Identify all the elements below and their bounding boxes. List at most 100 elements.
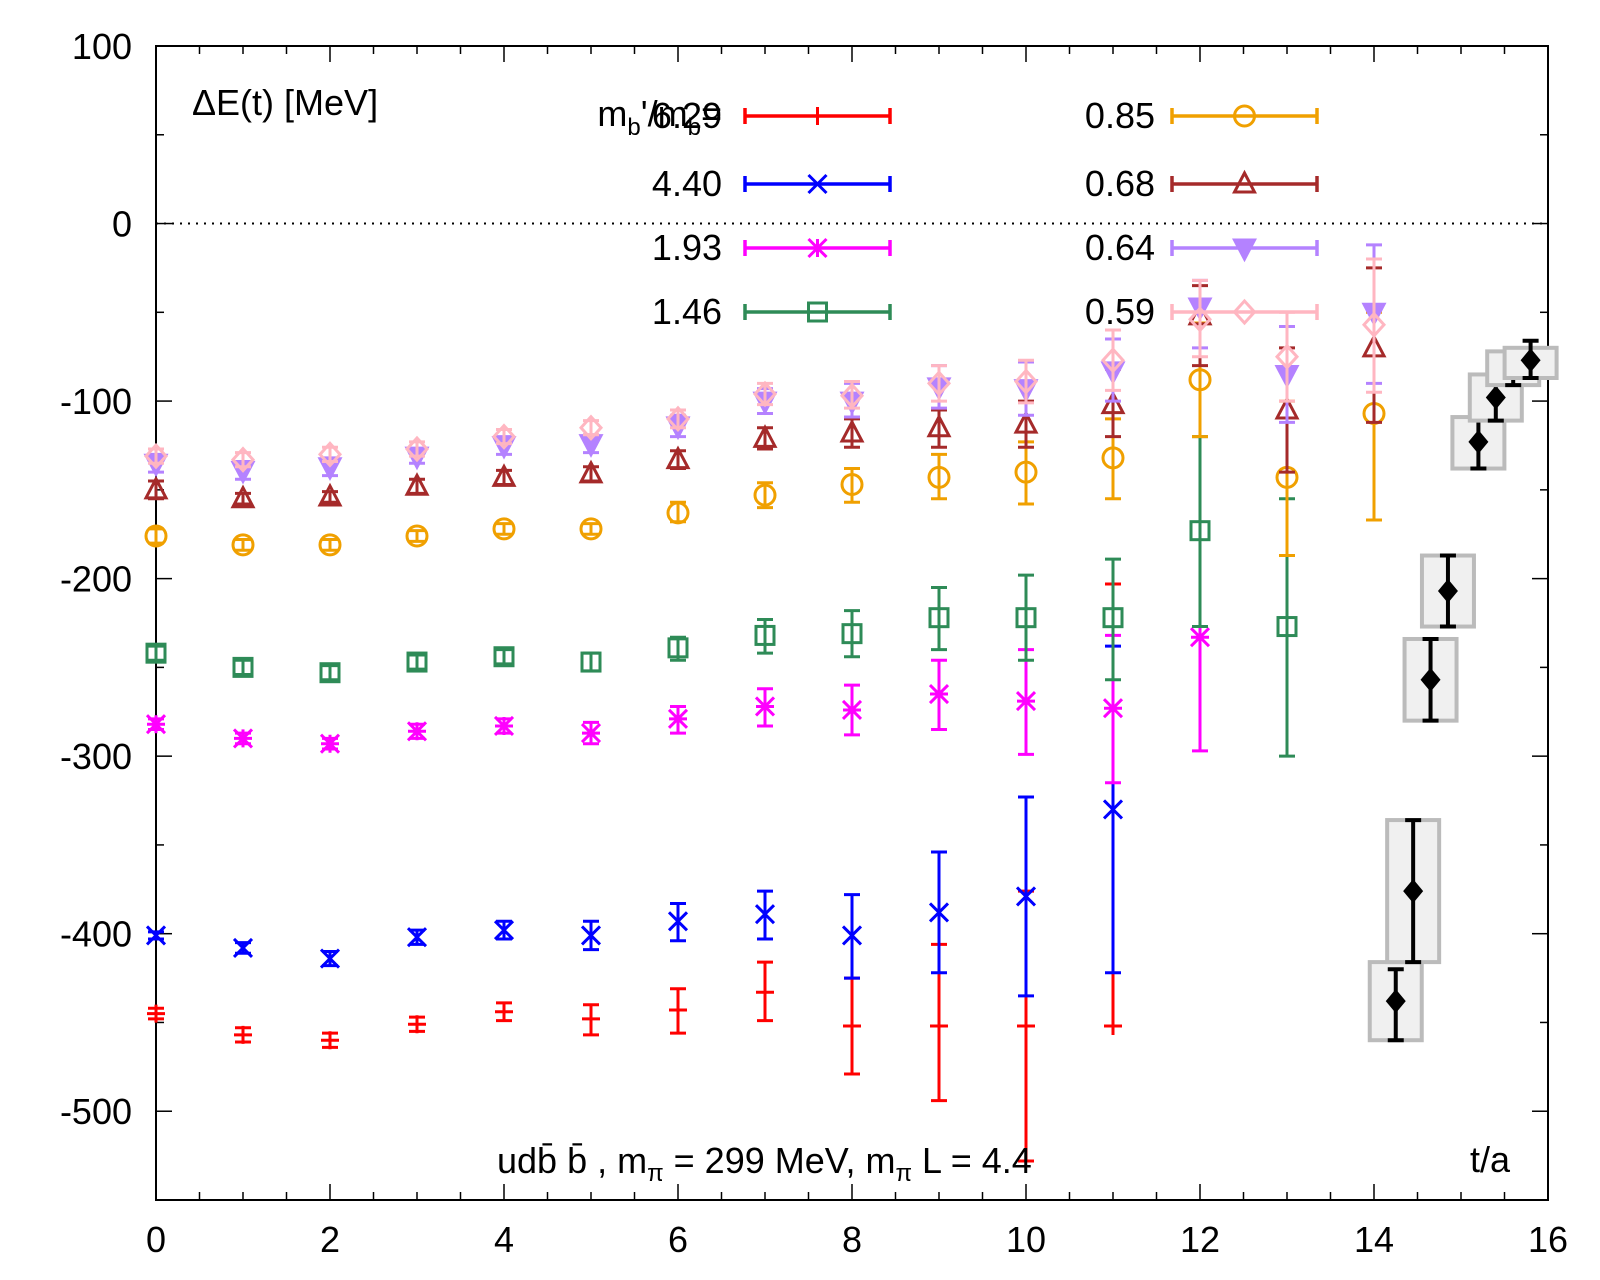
data-point <box>1361 257 1387 394</box>
marker-shape <box>1232 169 1257 194</box>
marker-x <box>580 925 602 946</box>
marker-shape <box>578 414 604 441</box>
data-point <box>143 475 169 501</box>
marker-open-diamond <box>578 414 604 441</box>
series-0-59 <box>143 257 1387 473</box>
data-point <box>145 925 167 946</box>
marker-shape <box>927 465 951 489</box>
marker-shape <box>1188 368 1212 392</box>
x-tick-label: 6 <box>668 1219 688 1260</box>
data-point <box>1187 278 1213 359</box>
y-tick-label: 0 <box>112 204 132 245</box>
data-point <box>928 585 950 652</box>
marker-triangle-up <box>1013 409 1039 434</box>
marker-shape <box>1017 1017 1035 1036</box>
data-point <box>579 517 603 541</box>
extrapolated-series <box>1367 338 1559 1043</box>
marker-shape <box>406 721 428 742</box>
marker-triangle-up <box>1100 390 1126 415</box>
marker-shape <box>1101 446 1125 470</box>
marker-shape <box>1014 460 1038 484</box>
data-point <box>321 1031 339 1050</box>
data-point <box>234 1025 252 1044</box>
marker-shape <box>839 418 865 443</box>
error-bar <box>583 651 599 673</box>
marker-shape <box>230 484 256 509</box>
y-tick-label: -200 <box>60 559 132 600</box>
marker-shape <box>231 533 255 557</box>
marker-star <box>841 699 863 721</box>
marker-open-circle <box>1101 446 1125 470</box>
marker-shape <box>928 683 950 705</box>
legend-label: 0.85 <box>1085 95 1155 136</box>
marker-x <box>232 937 254 958</box>
marker-shape <box>491 423 517 450</box>
marker-shape <box>926 370 952 397</box>
marker-triangle-up <box>1232 169 1257 194</box>
marker-open-square <box>1102 607 1124 629</box>
error-bar <box>583 522 599 536</box>
marker-shape <box>667 911 689 932</box>
x-axis-label: t/a <box>1470 1139 1511 1180</box>
marker-open-diamond <box>752 380 778 408</box>
marker-plus <box>808 107 827 125</box>
data-point <box>580 720 602 746</box>
marker-shape <box>665 405 691 433</box>
legend-item-4-40: 4.40 <box>652 163 892 204</box>
marker-shape <box>143 442 169 470</box>
plot-annotation: udb̄ b̄ , mπ = 299 MeV, mπ L = 4.4 <box>497 1140 1032 1187</box>
extrapolated-point <box>1450 415 1507 471</box>
marker-triangle-up <box>404 472 430 496</box>
error-bar <box>148 527 164 545</box>
marker-open-square <box>754 624 776 646</box>
marker-shape <box>319 662 341 684</box>
error-bar <box>409 653 425 671</box>
legend-header-prime: ' <box>641 93 648 134</box>
marker-shape <box>579 517 603 541</box>
y-tick-label: 100 <box>72 26 132 67</box>
marker-triangle-down <box>1232 238 1257 263</box>
marker-star <box>580 723 602 744</box>
marker-shape <box>145 925 167 946</box>
data-point <box>753 481 777 510</box>
data-point <box>491 423 517 450</box>
marker-shape <box>1013 409 1039 434</box>
data-point <box>319 948 341 969</box>
data-point <box>928 658 950 732</box>
error-bar <box>409 529 425 543</box>
marker-star <box>1189 627 1211 648</box>
annotation-part-1: udb̄ b̄ , m <box>497 1140 647 1181</box>
marker-shape <box>317 482 343 507</box>
marker-shape <box>841 623 863 645</box>
data-point <box>406 927 428 948</box>
marker-shape <box>1232 238 1257 263</box>
data-point <box>1189 435 1211 629</box>
legend-header-eq: = <box>701 93 722 134</box>
data-point <box>404 472 430 496</box>
legend-item-0-64: 0.64 <box>1085 227 1319 268</box>
data-point <box>405 524 429 548</box>
marker-shape <box>1189 627 1211 648</box>
error-bar <box>757 617 773 655</box>
marker-open-square <box>580 651 602 673</box>
legend-label: 0.68 <box>1085 163 1155 204</box>
marker-plus <box>669 1001 687 1020</box>
marker-shape <box>1102 698 1124 719</box>
data-point <box>1189 625 1211 753</box>
marker-x <box>493 920 515 941</box>
marker-open-circle <box>492 517 516 541</box>
data-point <box>1015 573 1037 662</box>
marker-x <box>754 904 776 925</box>
data-point <box>491 463 517 487</box>
series-6-29 <box>147 582 1122 1163</box>
marker-open-square <box>232 656 254 678</box>
data-point <box>754 617 776 655</box>
annotation-pi-1: π <box>647 1160 664 1187</box>
y-tick-label: -400 <box>60 914 132 955</box>
marker-shape <box>807 301 828 323</box>
x-tick-label: 0 <box>146 1219 166 1260</box>
data-point <box>408 1015 426 1034</box>
marker-shape <box>1104 1017 1122 1036</box>
marker-shape <box>493 646 515 668</box>
data-point <box>752 380 778 408</box>
